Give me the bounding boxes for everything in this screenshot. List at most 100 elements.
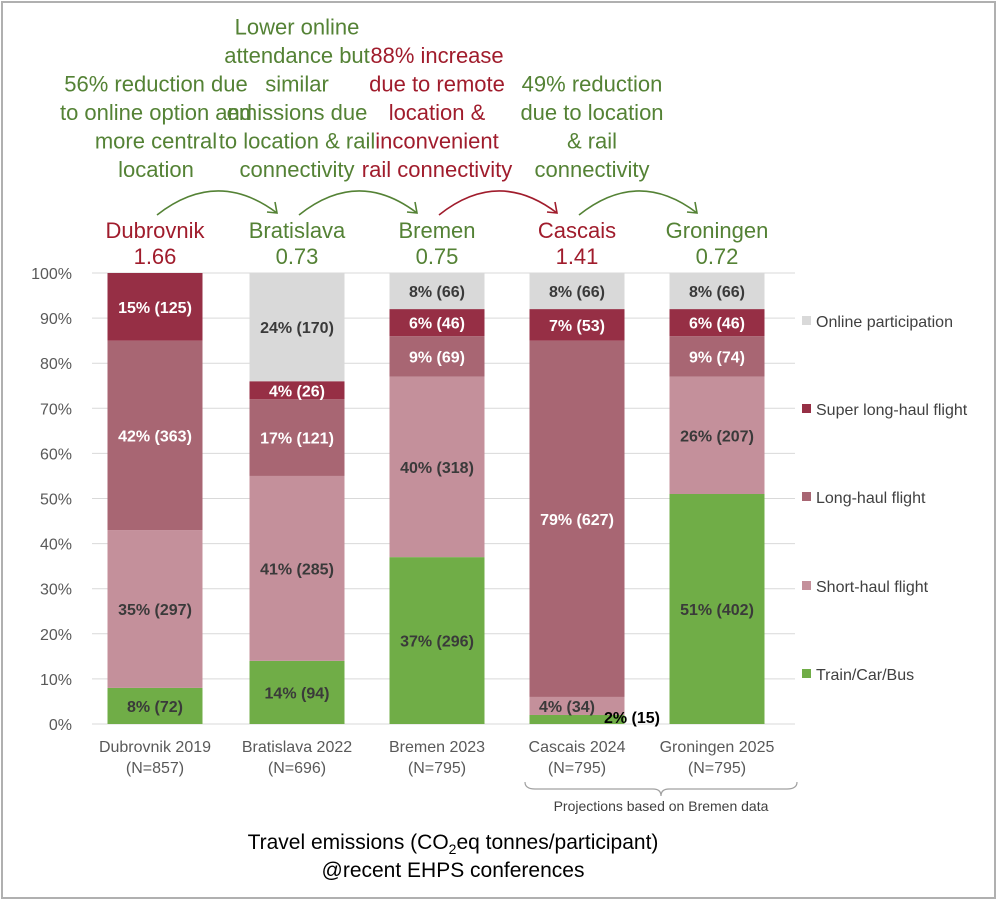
- y-tick-label: 60%: [40, 446, 72, 463]
- annotation-text: emissions due: [227, 100, 368, 125]
- legend-swatch: [802, 492, 811, 501]
- y-tick-label: 100%: [31, 266, 72, 283]
- x-category-n: (N=795): [548, 760, 606, 777]
- projection-brace: Projections based on Bremen data: [524, 781, 798, 814]
- bar-segment-long-haul-flight: [249, 399, 345, 476]
- segment-label: 26% (207): [680, 428, 754, 445]
- arrowhead-icon: [406, 201, 418, 214]
- annotation-text: 56% reduction due: [64, 72, 247, 97]
- segment-label: 8% (66): [549, 284, 605, 301]
- arrowhead-icon: [686, 201, 698, 214]
- bar-segment-super-long-haul-flight: [107, 273, 203, 341]
- segment-label: 42% (363): [118, 428, 192, 445]
- y-axis-ticks: 0% 10% 20% 30% 40% 50% 60% 70% 80% 90% 100%: [31, 266, 72, 734]
- bar-header-value: 1.66: [134, 244, 177, 269]
- bar-segment-super-long-haul-flight: [389, 309, 485, 337]
- x-category-label: Groningen 2025: [660, 739, 775, 756]
- legend-label: Train/Car/Bus: [816, 667, 914, 684]
- segment-label: 24% (170): [260, 320, 334, 337]
- caption-line-2: @recent EHPS conferences: [322, 859, 585, 882]
- x-category-n: (N=696): [268, 760, 326, 777]
- caption-subscript: 2: [449, 841, 457, 857]
- curved-arrow: [298, 190, 418, 216]
- annotation-text: to location & rail: [219, 129, 376, 154]
- bar-header-city: Bremen: [398, 218, 475, 243]
- segment-label: 9% (69): [409, 349, 465, 366]
- bar-segment-short-haul-flight: [249, 475, 345, 661]
- bar-segment-short-haul-flight: [107, 530, 203, 688]
- bar-header-city: Cascais: [538, 218, 616, 243]
- x-category-n: (N=795): [688, 760, 746, 777]
- segment-label: 6% (46): [689, 316, 745, 333]
- y-tick-label: 0%: [49, 717, 72, 734]
- annotation-text: more central: [95, 129, 217, 154]
- x-category-n: (N=857): [126, 760, 184, 777]
- bar-segment-online-participation: [529, 273, 625, 310]
- legend-label: Short-haul flight: [816, 579, 929, 596]
- segment-label: 6% (46): [409, 316, 465, 333]
- curved-arrow: [578, 190, 698, 216]
- y-tick-label: 10%: [40, 672, 72, 689]
- x-category-label: Bratislava 2022: [242, 739, 352, 756]
- bar-segment-long-haul-flight: [669, 336, 765, 377]
- legend-swatch: [802, 316, 811, 325]
- segment-label: 37% (296): [400, 634, 474, 651]
- bar-header-value: 1.41: [556, 244, 599, 269]
- bar-header-value: 0.75: [416, 244, 459, 269]
- annotation-text: location: [118, 157, 194, 182]
- x-category-label: Bremen 2023: [389, 739, 485, 756]
- annotation-text: due to remote: [369, 72, 505, 97]
- annotation-text: attendance but: [224, 43, 370, 68]
- bar-segment-short-haul-flight: [529, 696, 625, 715]
- annotation-text: connectivity: [240, 157, 355, 182]
- x-category-label: Dubrovnik 2019: [99, 739, 211, 756]
- bar-segment-super-long-haul-flight: [669, 309, 765, 337]
- segment-label: 9% (74): [689, 349, 745, 366]
- annotation-text: due to location: [520, 100, 663, 125]
- chart-caption: Travel emissions (CO2eq tonnes/participa…: [248, 831, 659, 882]
- bar-header-city: Groningen: [666, 218, 769, 243]
- bar-segment-super-long-haul-flight: [529, 309, 625, 341]
- bar-segment-online-participation: [389, 273, 485, 310]
- bar-segment-train-car-bus: [107, 687, 203, 724]
- arrowhead-icon: [546, 201, 558, 214]
- bar-segment-online-participation: [669, 273, 765, 310]
- segment-label: 8% (66): [409, 284, 465, 301]
- bar-segment-short-haul-flight: [669, 376, 765, 494]
- annotation-text: 49% reduction: [522, 72, 663, 97]
- caption-line-1: Travel emissions (CO2eq tonnes/participa…: [248, 831, 659, 857]
- curved-arrow: [156, 190, 278, 216]
- bar-segment-long-haul-flight: [107, 340, 203, 531]
- arrowhead-icon: [266, 201, 278, 214]
- bar-segment-online-participation: [249, 273, 345, 382]
- legend-swatch: [802, 581, 811, 590]
- segment-label: 8% (66): [689, 284, 745, 301]
- y-tick-label: 90%: [40, 311, 72, 328]
- bar-segment-train-car-bus: [529, 714, 625, 724]
- bar-segment-long-haul-flight: [389, 336, 485, 377]
- segment-label: 41% (285): [260, 561, 334, 578]
- projection-note: Projections based on Bremen data: [554, 798, 769, 814]
- segment-label: 79% (627): [540, 512, 614, 529]
- segment-label: 7% (53): [549, 318, 605, 335]
- y-tick-label: 70%: [40, 401, 72, 418]
- caption-text: eq tonnes/participant): [456, 831, 658, 854]
- y-tick-label: 20%: [40, 627, 72, 644]
- bar-segment-long-haul-flight: [529, 340, 625, 697]
- legend: Online participation Super long-haul flig…: [802, 314, 968, 684]
- legend-label: Long-haul flight: [816, 490, 926, 507]
- bar-segment-super-long-haul-flight: [249, 381, 345, 400]
- segment-label: 35% (297): [118, 602, 192, 619]
- annotation-text: inconvenient: [375, 129, 499, 154]
- bars: [107, 273, 765, 724]
- legend-swatch: [802, 404, 811, 413]
- segment-label: 51% (402): [680, 602, 754, 619]
- projection-brace-shape: [524, 781, 798, 797]
- y-tick-label: 50%: [40, 492, 72, 509]
- bar-header-city: Bratislava: [249, 218, 346, 243]
- legend-swatch: [802, 669, 811, 678]
- y-tick-label: 40%: [40, 537, 72, 554]
